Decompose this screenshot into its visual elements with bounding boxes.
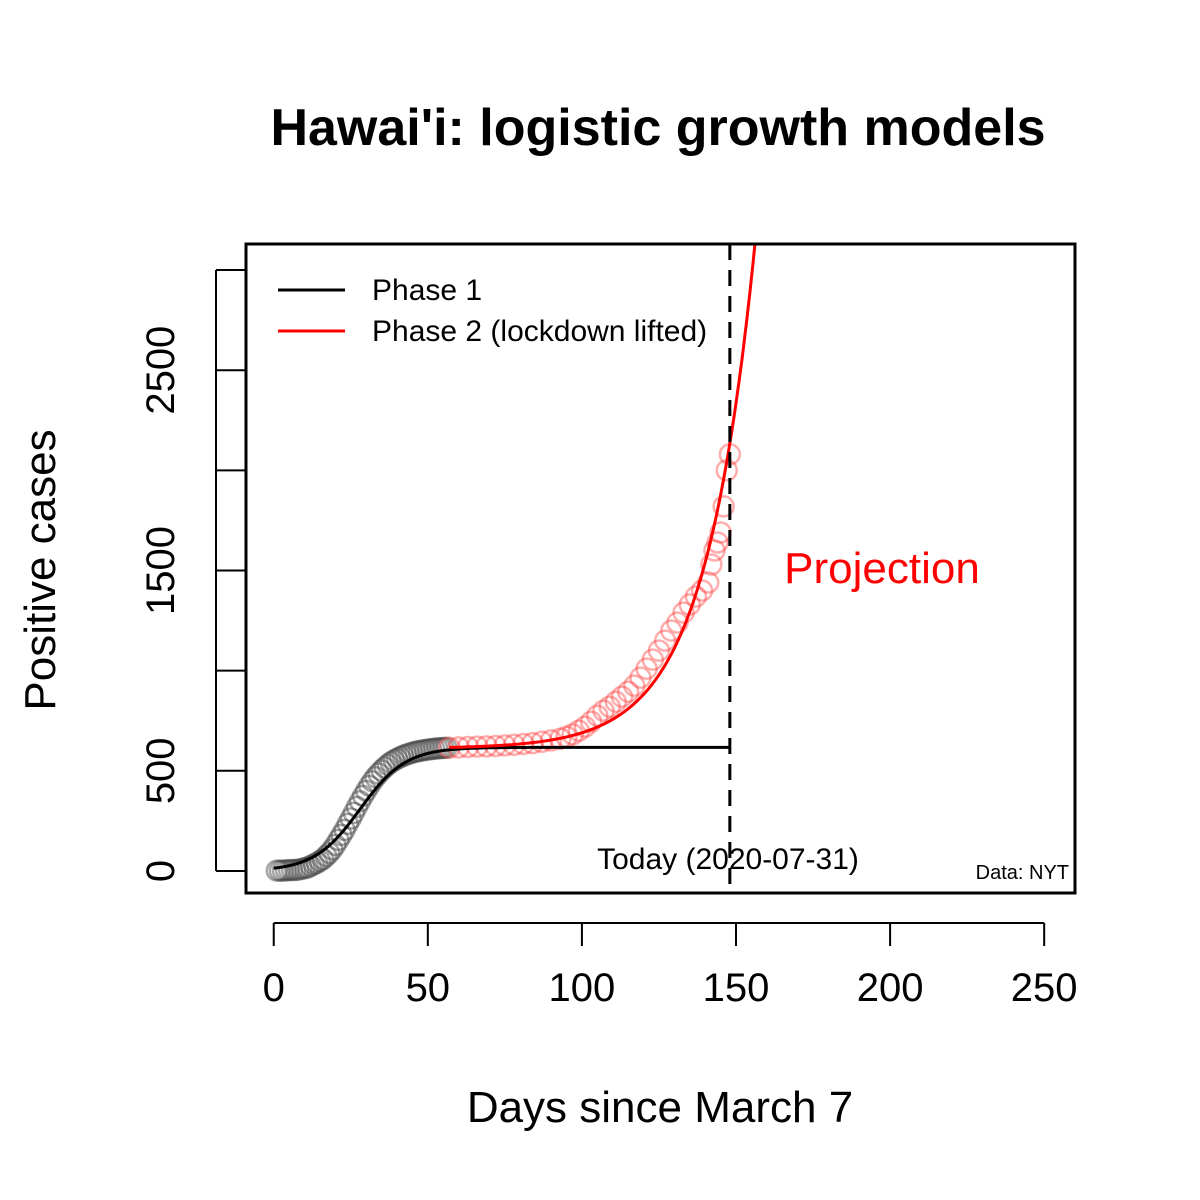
x-tick-label: 250 — [1011, 966, 1078, 1010]
data-point — [274, 859, 298, 882]
data-point — [268, 859, 292, 882]
y-tick-label: 500 — [139, 737, 183, 804]
y-axis-label: Positive cases — [16, 429, 65, 710]
data-point — [416, 738, 440, 761]
data-points — [265, 443, 742, 882]
legend-label-phase-1: Phase 1 — [372, 274, 482, 307]
x-tick-label: 200 — [857, 966, 924, 1010]
chart-title: Hawai'i: logistic growth models — [270, 99, 1045, 157]
data-point — [333, 818, 356, 842]
data-point — [302, 853, 326, 876]
y-tick-label: 0 — [139, 860, 183, 882]
legend-label-phase-2: Phase 2 (lockdown lifted) — [372, 315, 707, 348]
data-point — [413, 738, 436, 762]
phase-1-fit-line — [273, 745, 730, 870]
data-point — [327, 828, 350, 852]
data-point — [706, 531, 729, 554]
data-point — [623, 674, 646, 697]
phase-2-fit-line — [449, 244, 757, 749]
data-point — [684, 585, 708, 608]
legend: Phase 1 Phase 2 (lockdown lifted) — [278, 274, 707, 348]
data-point — [604, 690, 628, 713]
data-point — [290, 857, 313, 881]
data-point — [700, 553, 723, 576]
data-point — [712, 495, 735, 518]
data-point — [598, 695, 621, 718]
data-point — [293, 856, 316, 880]
data-point — [410, 739, 433, 762]
data-point — [305, 851, 329, 875]
data-point — [703, 539, 726, 562]
data-point — [330, 823, 353, 847]
y-tick-label: 2500 — [139, 326, 183, 415]
data-point — [277, 858, 301, 882]
data-point — [629, 666, 652, 689]
fit-curves — [273, 244, 757, 870]
data-point — [345, 795, 369, 819]
x-axis: 0 50 100 150 200 250 — [263, 922, 1078, 1010]
data-point — [690, 579, 714, 602]
data-point — [422, 737, 446, 761]
today-label: Today (2020-07-31) — [597, 843, 859, 876]
data-source-label: Data: NYT — [976, 862, 1069, 884]
data-point — [635, 657, 658, 680]
data-point — [666, 611, 689, 634]
data-point — [287, 858, 310, 881]
data-point — [672, 601, 695, 624]
y-tick-label: 1500 — [139, 526, 183, 615]
data-point — [419, 737, 443, 761]
data-point — [610, 685, 634, 708]
data-point — [404, 740, 427, 764]
data-point — [339, 807, 363, 830]
data-point — [271, 859, 295, 882]
data-point — [653, 629, 677, 652]
data-point — [284, 858, 307, 882]
data-point — [398, 742, 421, 765]
data-point — [391, 744, 415, 768]
data-point — [324, 833, 347, 857]
x-tick-label: 150 — [703, 966, 770, 1010]
projection-label: Projection — [784, 544, 980, 593]
data-point — [425, 737, 449, 760]
data-point — [561, 723, 584, 746]
x-tick-label: 0 — [263, 966, 285, 1010]
x-axis-label: Days since March 7 — [467, 1083, 853, 1132]
y-axis: 0 500 1500 2500 — [139, 269, 246, 882]
x-tick-label: 50 — [406, 966, 451, 1010]
data-point — [579, 710, 603, 733]
data-point — [296, 856, 319, 879]
x-tick-label: 100 — [549, 966, 616, 1010]
data-point — [592, 699, 615, 722]
data-point — [299, 854, 322, 878]
data-point — [342, 801, 366, 825]
data-point — [265, 859, 289, 882]
data-point — [336, 812, 359, 836]
data-point — [280, 858, 304, 882]
plot-frame — [244, 242, 1077, 895]
data-point — [641, 648, 665, 671]
data-point — [401, 741, 424, 764]
data-point — [395, 743, 418, 766]
data-point — [616, 680, 640, 703]
data-point — [407, 739, 430, 763]
data-point — [647, 639, 671, 662]
